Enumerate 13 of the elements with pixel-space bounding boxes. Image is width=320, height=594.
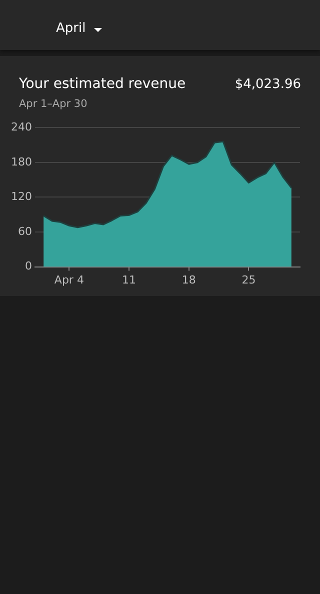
chart-subtitle: Apr 1–Apr 30 (19, 98, 88, 110)
y-tick-label: 0 (24, 260, 32, 273)
x-tick-label: 18 (182, 273, 196, 286)
text: $4,023.96 (234, 77, 301, 92)
x-tick-label: Apr 4 (54, 273, 84, 286)
y-tick-label: 240 (10, 120, 32, 134)
y-tick-label: 60 (18, 224, 32, 238)
text: April (56, 21, 86, 36)
y-tick-label: 120 (10, 190, 32, 204)
x-tick-label: 11 (122, 273, 136, 286)
y-tick-label: 180 (10, 155, 32, 168)
x-tick-label: 25 (242, 273, 256, 286)
chart-title: Your estimated revenue (19, 76, 186, 92)
